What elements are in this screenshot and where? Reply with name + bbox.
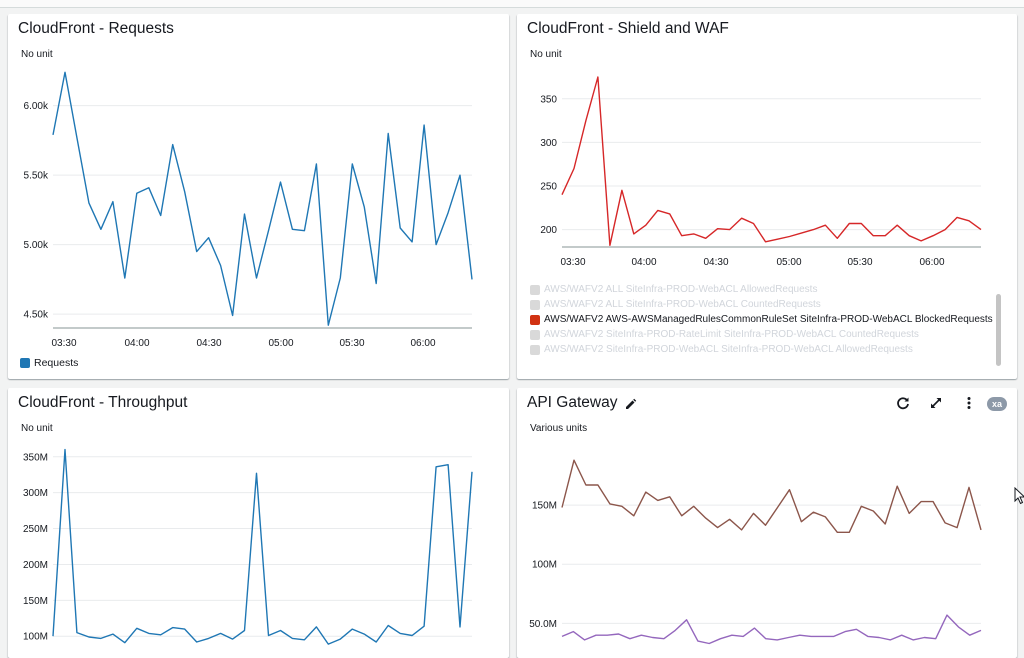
- x-tick-label: 03:30: [560, 257, 585, 268]
- x-tick-label: 05:30: [847, 257, 872, 268]
- x-tick-label: 05:30: [339, 338, 364, 349]
- legend-label: AWS/WAFV2 SiteInfra-PROD-RateLimit SiteI…: [544, 329, 919, 340]
- x-tick-label: 04:00: [124, 338, 149, 349]
- legend-swatch: [530, 329, 540, 340]
- edit-title-icon[interactable]: [624, 398, 637, 411]
- y-tick-label: 5.50k: [24, 171, 49, 182]
- x-tick-label: 05:00: [268, 338, 293, 349]
- y-tick-label: 250: [540, 181, 557, 192]
- legend-item[interactable]: AWS/WAFV2 SiteInfra-PROD-RateLimit SiteI…: [530, 329, 919, 340]
- y-tick-label: 5.00k: [24, 240, 49, 251]
- y-tick-label: 6.00k: [24, 101, 49, 112]
- legend-item[interactable]: AWS/WAFV2 ALL SiteInfra-PROD-WebACL Allo…: [530, 284, 817, 295]
- legend-label: Requests: [34, 357, 79, 369]
- legend-label: AWS/WAFV2 AWS-AWSManagedRulesCommonRuleS…: [544, 314, 993, 325]
- mouse-pointer-icon: [1014, 487, 1024, 505]
- series-line: [561, 76, 982, 247]
- y-tick-label: 100M: [532, 560, 557, 571]
- widget-title: API Gateway: [527, 394, 618, 411]
- top-bar-divider: [0, 0, 1024, 8]
- y-tick-label: 350M: [23, 452, 48, 463]
- more-actions-icon[interactable]: [964, 396, 974, 410]
- legend-item[interactable]: AWS/WAFV2 ALL SiteInfra-PROD-WebACL Coun…: [530, 299, 821, 310]
- series-line: [561, 459, 982, 533]
- x-tick-label: 06:00: [410, 338, 435, 349]
- refresh-icon[interactable]: [896, 396, 910, 410]
- y-tick-label: 300: [540, 138, 557, 149]
- x-tick-label: 04:00: [631, 257, 656, 268]
- legend-item-active[interactable]: AWS/WAFV2 AWS-AWSManagedRulesCommonRuleS…: [530, 314, 993, 325]
- unit-label: No unit: [21, 423, 53, 434]
- unit-label: No unit: [21, 49, 53, 60]
- y-tick-label: 150M: [23, 596, 48, 607]
- x-tick-label: 06:00: [919, 257, 944, 268]
- legend-label: AWS/WAFV2 SiteInfra-PROD-WebACL SiteInfr…: [544, 344, 913, 355]
- x-tick-label: 04:30: [196, 338, 221, 349]
- y-tick-label: 250M: [23, 524, 48, 535]
- expand-icon[interactable]: [929, 396, 943, 410]
- y-tick-label: 100M: [23, 632, 48, 643]
- y-tick-label: 200: [540, 225, 557, 236]
- widget-title: CloudFront - Shield and WAF: [527, 20, 729, 37]
- legend-label: AWS/WAFV2 ALL SiteInfra-PROD-WebACL Coun…: [544, 299, 821, 310]
- unit-label: Various units: [530, 423, 588, 434]
- legend-swatch: [530, 314, 540, 325]
- y-tick-label: 350: [540, 94, 557, 105]
- xa-badge[interactable]: xa: [987, 397, 1007, 411]
- widget-title: CloudFront - Throughput: [18, 394, 188, 411]
- y-tick-label: 4.50k: [24, 310, 49, 321]
- series-line: [561, 614, 982, 645]
- x-tick-label: 04:30: [703, 257, 728, 268]
- y-tick-label: 300M: [23, 488, 48, 499]
- legend-swatch: [530, 344, 540, 355]
- y-tick-label: 50.0M: [529, 619, 557, 630]
- legend-swatch: [530, 299, 540, 310]
- series-line: [52, 71, 473, 326]
- legend-swatch: [530, 284, 540, 295]
- widget-title: CloudFront - Requests: [18, 20, 174, 37]
- widget-cloudfront-requests[interactable]: [8, 14, 509, 379]
- legend-requests[interactable]: Requests: [20, 357, 78, 369]
- series-line: [52, 448, 473, 645]
- x-tick-label: 03:30: [51, 338, 76, 349]
- y-tick-label: 150M: [532, 501, 557, 512]
- legend-swatch: [20, 358, 30, 368]
- legend-item[interactable]: AWS/WAFV2 SiteInfra-PROD-WebACL SiteInfr…: [530, 344, 913, 355]
- widget-shield-waf[interactable]: [517, 14, 1017, 379]
- legend-label: AWS/WAFV2 ALL SiteInfra-PROD-WebACL Allo…: [544, 284, 818, 295]
- x-tick-label: 05:00: [776, 257, 801, 268]
- y-tick-label: 200M: [23, 560, 48, 571]
- unit-label: No unit: [530, 49, 562, 60]
- legend-scrollbar[interactable]: [996, 294, 1001, 366]
